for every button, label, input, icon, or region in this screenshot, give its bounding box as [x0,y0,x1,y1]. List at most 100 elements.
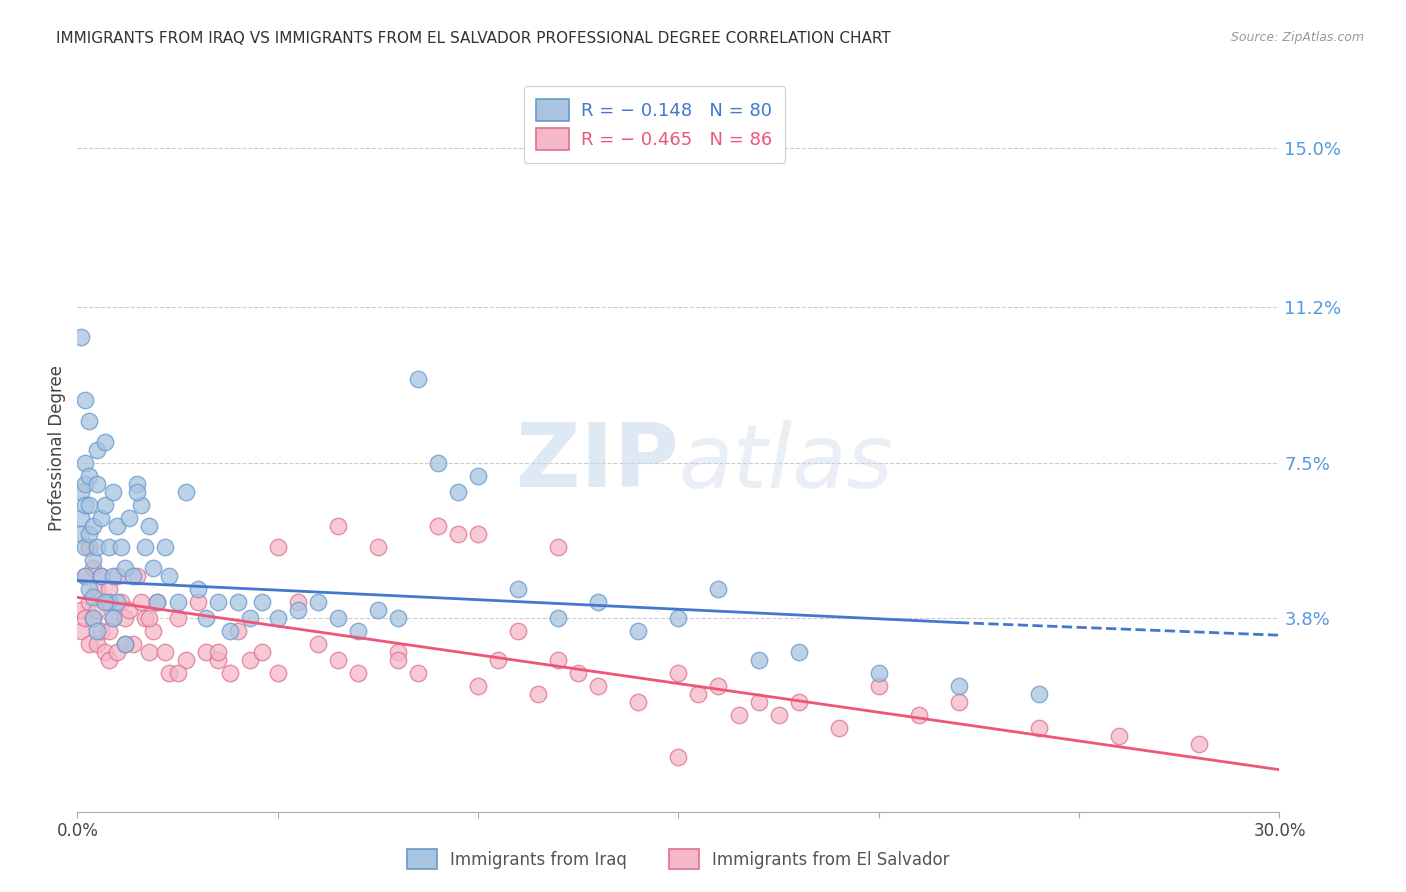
Point [90,624,112,638]
Text: atlas: atlas [679,420,893,506]
Point [98,594,121,608]
Point [527,687,550,701]
Point [118,510,141,524]
Point [86,624,108,638]
Point [103,611,125,625]
Point [131,594,153,608]
Point [326,653,349,667]
Point [307,594,329,608]
Point [1188,738,1211,752]
Point [187,582,209,596]
Point [627,696,650,710]
Point [103,611,125,625]
Point [86,603,108,617]
Point [122,569,145,583]
Point [588,594,610,608]
Point [267,611,290,625]
Point [207,645,229,659]
Point [787,696,810,710]
Point [138,645,160,659]
Point [142,624,165,638]
Point [547,653,569,667]
Point [166,594,188,608]
Point [127,485,149,500]
Point [142,561,165,575]
Point [82,561,104,575]
Point [70,510,93,524]
Point [508,582,530,596]
Point [114,637,136,651]
Point [118,603,141,617]
Point [90,569,112,583]
Point [287,594,309,608]
Point [174,653,197,667]
Point [267,666,290,681]
Point [127,477,149,491]
Point [174,485,197,500]
Point [70,624,93,638]
Point [1108,729,1130,743]
Point [114,637,136,651]
Point [75,392,97,407]
Point [166,611,188,625]
Point [79,527,101,541]
Point [70,527,93,541]
Point [668,666,690,681]
Point [387,611,409,625]
Point [86,540,108,554]
Point [387,653,409,667]
Point [79,414,101,428]
Point [194,645,217,659]
Point [367,540,389,554]
Point [86,443,108,458]
Point [75,498,97,512]
Point [107,645,129,659]
Point [908,708,931,723]
Point [146,594,169,608]
Point [79,637,101,651]
Point [79,498,101,512]
Point [110,594,132,608]
Point [70,330,93,344]
Point [82,611,104,625]
Point [668,611,690,625]
Point [70,603,93,617]
Point [155,645,177,659]
Point [326,611,349,625]
Point [98,624,121,638]
Point [75,611,97,625]
Point [239,611,262,625]
Point [75,477,97,491]
Point [547,611,569,625]
Point [138,611,160,625]
Point [467,468,489,483]
Point [94,498,117,512]
Point [98,582,121,596]
Point [94,594,117,608]
Point [768,708,790,723]
Point [727,708,749,723]
Point [748,653,770,667]
Point [166,666,188,681]
Point [250,645,273,659]
Point [138,519,160,533]
Point [103,569,125,583]
Point [122,637,145,651]
Point [114,561,136,575]
Point [226,624,249,638]
Point [82,591,104,605]
Point [467,527,489,541]
Point [90,569,112,583]
Point [218,666,240,681]
Point [94,645,117,659]
Y-axis label: Professional Degree: Professional Degree [48,365,66,532]
Point [467,679,489,693]
Text: Source: ZipAtlas.com: Source: ZipAtlas.com [1230,31,1364,45]
Point [107,519,129,533]
Point [707,679,730,693]
Point [868,679,890,693]
Point [79,468,101,483]
Point [787,645,810,659]
Point [79,540,101,554]
Text: IMMIGRANTS FROM IRAQ VS IMMIGRANTS FROM EL SALVADOR PROFESSIONAL DEGREE CORRELAT: IMMIGRANTS FROM IRAQ VS IMMIGRANTS FROM … [56,31,891,46]
